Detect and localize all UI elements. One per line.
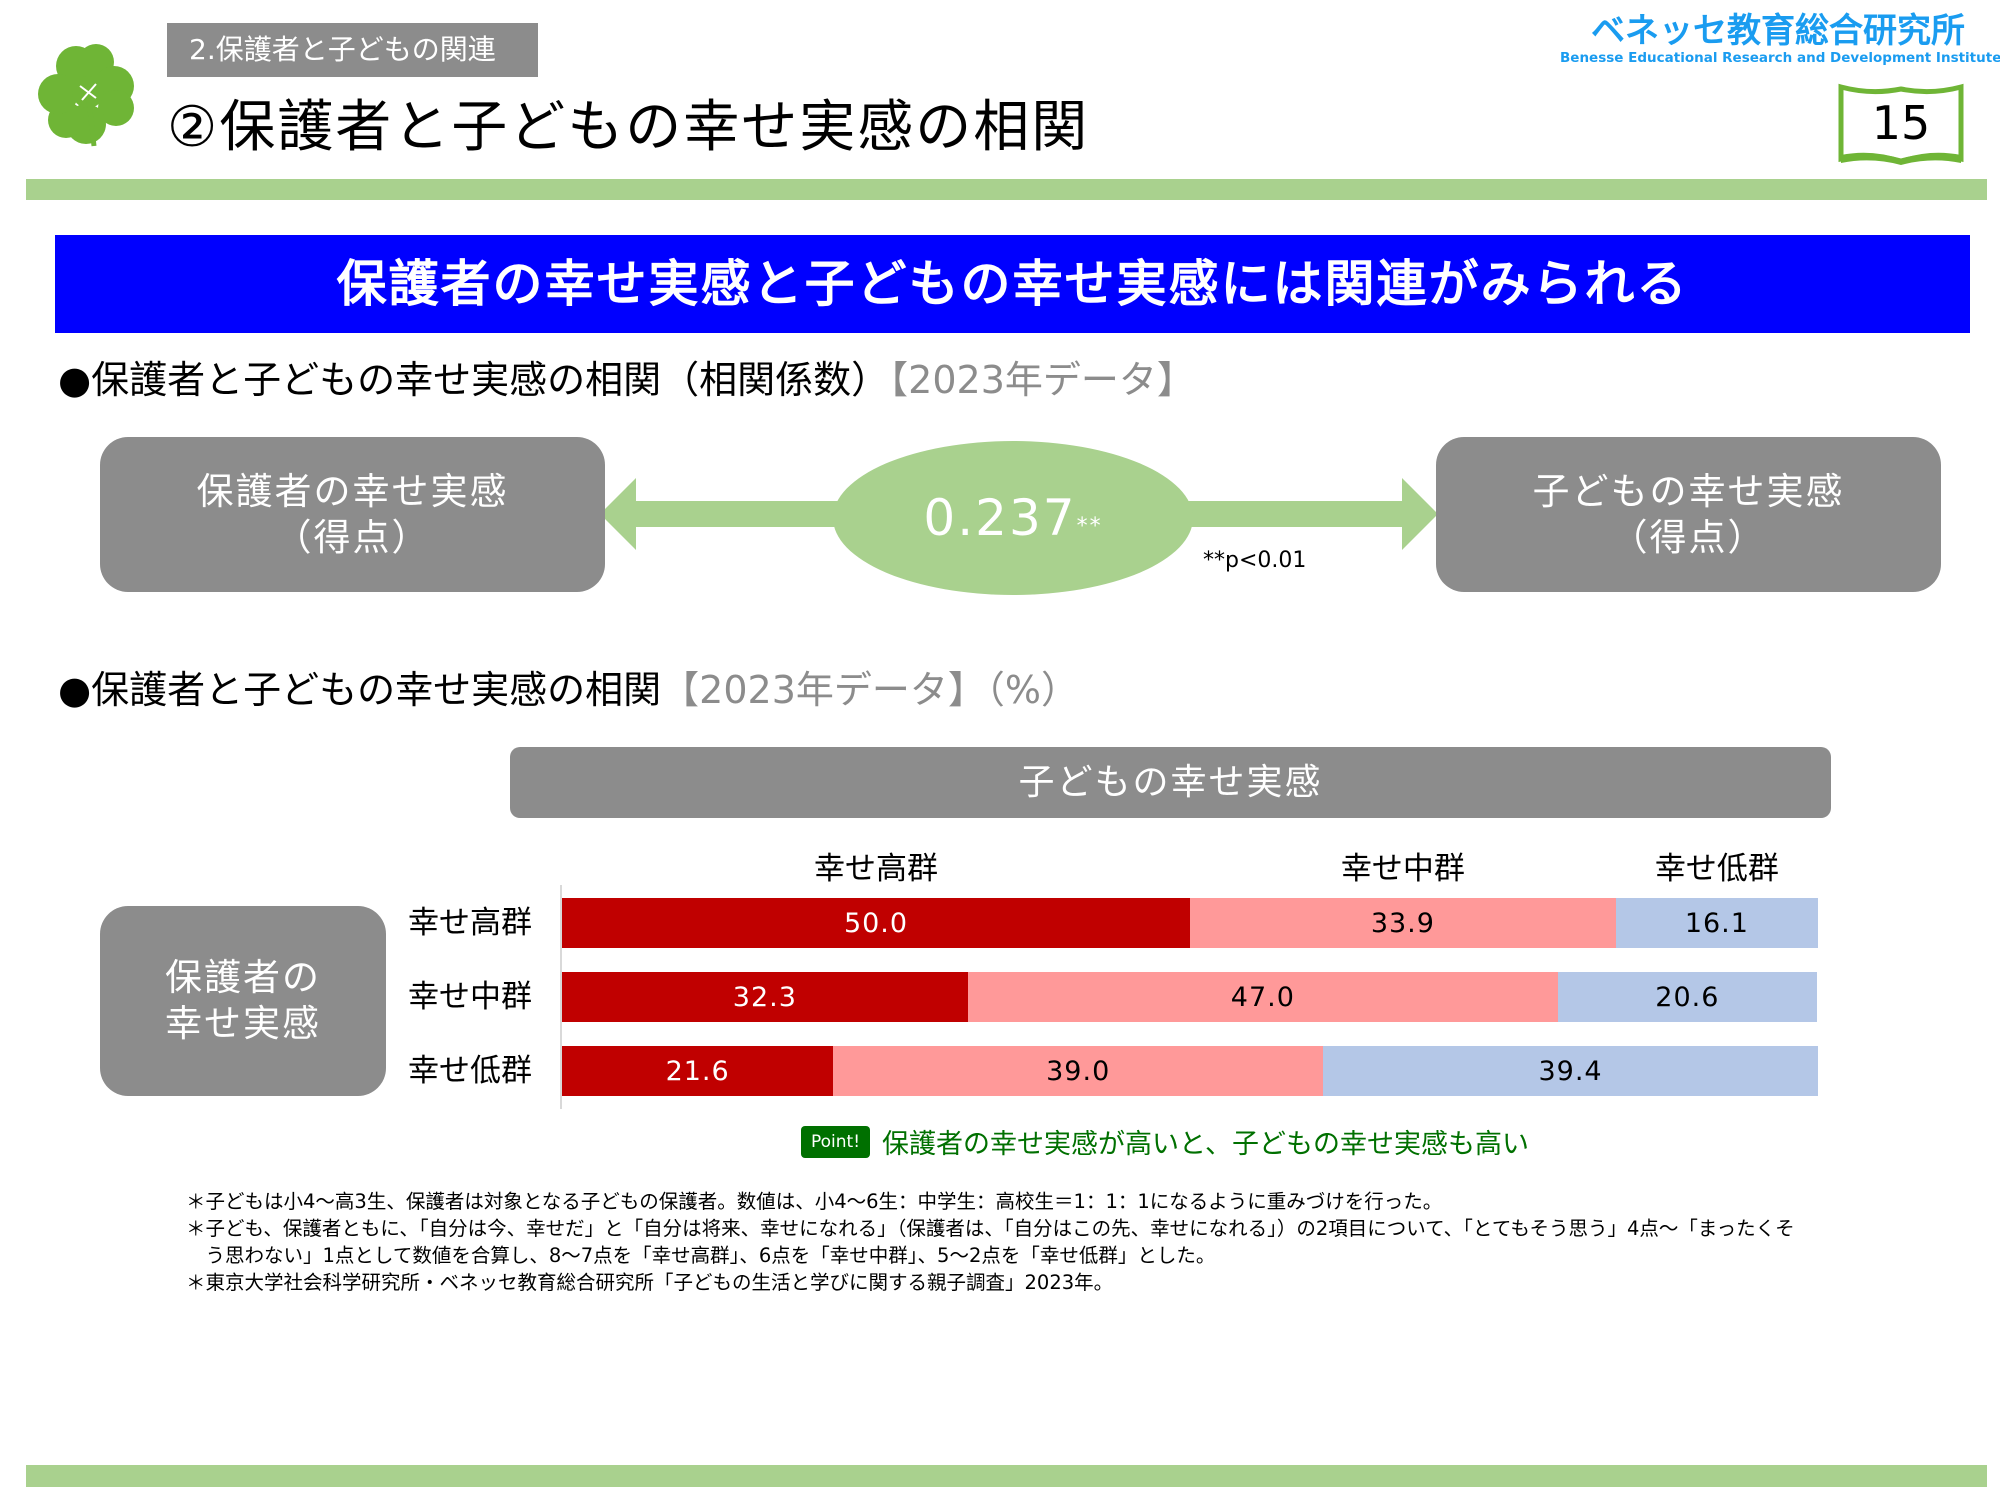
data-label: 50.0 (843, 907, 909, 939)
section1-heading: ●保護者と子どもの幸せ実感の相関（相関係数）【2023年データ】 (58, 355, 1195, 405)
child-box-line2: （得点） (1610, 515, 1767, 559)
bar-segment: 20.6 (1558, 972, 1817, 1022)
bar-row: 21.6 39.0 39.4 (562, 1046, 1818, 1096)
book-icon (1838, 83, 1964, 165)
coefficient-value: 0.237 (923, 489, 1077, 547)
bar-row: 32.3 47.0 20.6 (562, 972, 1818, 1022)
benesse-logo: ベネッセ教育総合研究所 Benesse Educational Research… (1560, 11, 2000, 66)
row-axis-title-box: 保護者の 幸せ実感 (100, 906, 386, 1096)
column-label: 幸せ低群 (1654, 851, 1779, 887)
row-label: 幸せ高群 (408, 905, 532, 941)
chart-axis-line (560, 885, 562, 1109)
bar-segment: 16.1 (1615, 898, 1818, 948)
row-axis-title-line1: 保護者の (165, 956, 321, 999)
section2-heading: ●保護者と子どもの幸せ実感の相関【2023年データ】（%） (58, 665, 1079, 715)
data-label: 39.4 (1538, 1055, 1603, 1087)
headline-banner: 保護者の幸せ実感と子どもの幸せ実感には関連がみられる (55, 235, 1970, 333)
correlation-coefficient: 0.237 ** (833, 441, 1193, 595)
bar-row: 50.0 33.9 16.1 (562, 898, 1818, 948)
significance-mark: ** (1076, 513, 1103, 539)
page-number: 15 (1871, 96, 1931, 150)
section1-heading-note: 【2023年データ】 (889, 358, 1195, 402)
section2-heading-text: ●保護者と子どもの幸せ実感の相関 (58, 668, 662, 712)
logo-japanese: ベネッセ教育総合研究所 (1591, 11, 1965, 51)
row-axis-title-line2: 幸せ実感 (165, 1002, 321, 1045)
column-label: 幸せ中群 (1340, 851, 1465, 887)
bar-segment: 39.0 (833, 1046, 1324, 1096)
parent-box-line1: 保護者の幸せ実感 (196, 469, 509, 513)
data-label: 20.6 (1655, 981, 1720, 1013)
child-happiness-box: 子どもの幸せ実感 （得点） (1436, 437, 1941, 592)
column-label: 幸せ高群 (814, 851, 938, 887)
clover-icon (38, 44, 134, 147)
row-label: 幸せ低群 (408, 1053, 532, 1089)
bar-segment: 32.3 (562, 972, 968, 1022)
point-callout: Point! 保護者の幸せ実感が高いと、子どもの幸せ実感も高い (801, 1122, 1529, 1161)
bar-segment: 47.0 (967, 972, 1558, 1022)
chart-title: 子どもの幸せ実感 (510, 747, 1831, 818)
bar-segment: 33.9 (1190, 898, 1616, 948)
bar-segment: 39.4 (1323, 1046, 1818, 1096)
bar-segment: 21.6 (562, 1046, 834, 1096)
data-label: 21.6 (665, 1055, 730, 1087)
data-label: 39.0 (1046, 1055, 1111, 1087)
data-label: 16.1 (1684, 907, 1749, 939)
point-badge: Point! (801, 1125, 871, 1158)
p-value-note: **p<0.01 (1203, 548, 1307, 573)
section2-heading-note: 【2023年データ】（%） (661, 668, 1079, 712)
footnote-1: ＊子どもは小4～高3生、保護者は対象となる子どもの保護者。数値は、小4～6生：中… (186, 1190, 1443, 1213)
data-label: 33.9 (1370, 907, 1435, 939)
footer-divider (26, 1465, 1987, 1487)
footnote-2: ＊子ども、保護者ともに、「自分は今、幸せだ」と「自分は将来、幸せになれる」（保護… (186, 1217, 1795, 1240)
data-label: 32.3 (732, 981, 797, 1013)
parent-happiness-box: 保護者の幸せ実感 （得点） (100, 437, 605, 592)
section-tag: 2.保護者と子どもの関連 (167, 23, 538, 77)
header-divider (26, 179, 1987, 200)
point-text: 保護者の幸せ実感が高いと、子どもの幸せ実感も高い (882, 1129, 1529, 1160)
parent-box-line2: （得点） (274, 515, 431, 559)
footnote-2-cont: う思わない」1点として数値を合算し、8～7点を「幸せ高群」、6点を「幸せ中群」、… (186, 1244, 1216, 1267)
footnote-3: ＊東京大学社会科学研究所・ベネッセ教育総合研究所「子どもの生活と学びに関する親子… (186, 1271, 1114, 1294)
page-title: ②保護者と子どもの幸せ実感の相関 (167, 95, 1090, 160)
logo-english: Benesse Educational Research and Develop… (1560, 50, 2000, 66)
bar-segment: 50.0 (562, 898, 1190, 948)
row-label: 幸せ中群 (408, 979, 532, 1015)
child-box-line1: 子どもの幸せ実感 (1532, 469, 1845, 513)
data-label: 47.0 (1230, 981, 1295, 1013)
section1-heading-text: ●保護者と子どもの幸せ実感の相関（相関係数） (58, 358, 890, 402)
